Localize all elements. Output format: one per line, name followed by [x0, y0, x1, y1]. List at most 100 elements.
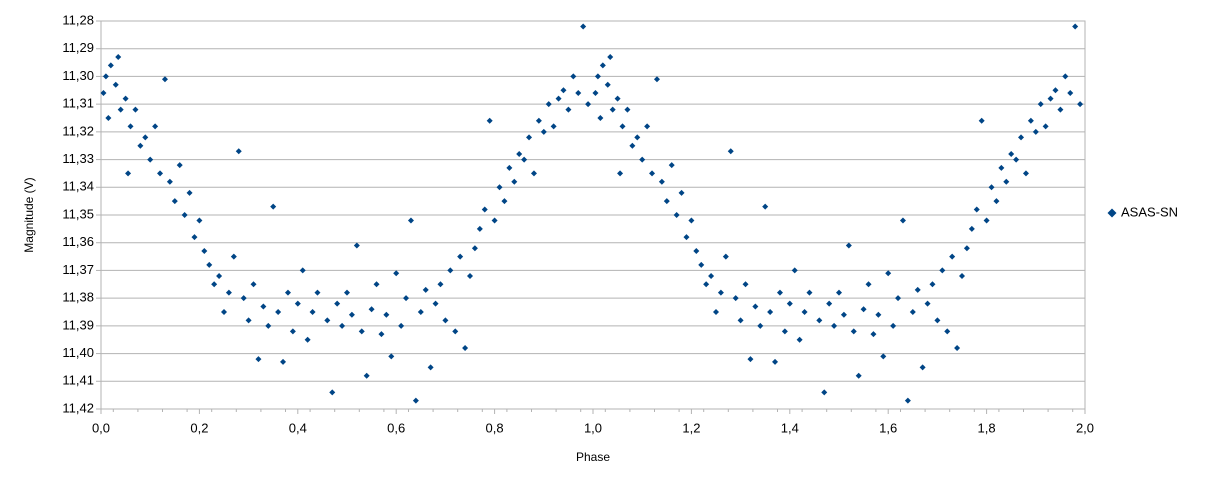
- point: [550, 123, 557, 130]
- point: [501, 198, 508, 205]
- point: [521, 156, 528, 163]
- point: [617, 170, 624, 177]
- x-tick-label: 0,4: [289, 420, 307, 435]
- x-tick-label: 0,0: [92, 420, 110, 435]
- point: [634, 134, 641, 141]
- y-tick-label: 11,36: [62, 234, 94, 249]
- point: [855, 372, 862, 379]
- point: [452, 328, 459, 335]
- point: [171, 198, 178, 205]
- point: [678, 189, 685, 196]
- point: [585, 101, 592, 108]
- point: [491, 217, 498, 224]
- point: [929, 281, 936, 288]
- y-tick-label: 11,32: [62, 123, 94, 138]
- point: [304, 336, 311, 343]
- point: [840, 311, 847, 318]
- point: [772, 358, 779, 365]
- point: [245, 317, 252, 324]
- x-tick-label: 2,0: [1076, 420, 1094, 435]
- point: [934, 317, 941, 324]
- point: [899, 217, 906, 224]
- point: [668, 162, 675, 169]
- point: [540, 128, 547, 135]
- y-tick-label: 11,33: [62, 151, 94, 166]
- point: [708, 272, 715, 279]
- point: [895, 295, 902, 302]
- y-tick-label: 11,31: [62, 96, 94, 111]
- point: [831, 322, 838, 329]
- point: [752, 303, 759, 310]
- point: [353, 242, 360, 249]
- point: [511, 178, 518, 185]
- point: [836, 289, 842, 296]
- point: [201, 248, 208, 255]
- point: [1027, 117, 1034, 124]
- point: [221, 309, 227, 315]
- point: [1008, 151, 1015, 158]
- point: [486, 117, 493, 124]
- point: [599, 62, 606, 69]
- point: [157, 170, 164, 177]
- x-axis-label: Phase: [576, 450, 610, 464]
- point: [713, 309, 719, 315]
- point: [757, 322, 764, 329]
- x-tick-label: 1,2: [682, 420, 700, 435]
- point: [329, 389, 336, 396]
- point: [988, 184, 995, 191]
- x-tick-label: 1,8: [978, 420, 996, 435]
- point: [673, 212, 680, 218]
- point: [993, 198, 1000, 205]
- point: [890, 322, 897, 329]
- point: [437, 281, 444, 288]
- point: [609, 106, 616, 113]
- point: [939, 267, 946, 274]
- point: [592, 90, 599, 97]
- point: [368, 306, 375, 313]
- point: [619, 123, 626, 130]
- point: [658, 178, 665, 185]
- point: [698, 261, 705, 268]
- x-tick-label: 0,2: [190, 420, 208, 435]
- point: [693, 248, 700, 255]
- point: [457, 253, 464, 260]
- point: [403, 295, 410, 302]
- point: [594, 73, 601, 80]
- point: [688, 217, 695, 224]
- y-tick-label: 11,40: [62, 345, 94, 360]
- point: [865, 281, 872, 288]
- point: [1042, 123, 1049, 130]
- point: [949, 253, 956, 260]
- y-tick-label: 11,34: [62, 179, 94, 194]
- point: [442, 317, 449, 324]
- point: [597, 115, 604, 121]
- point: [211, 281, 218, 288]
- point: [570, 73, 577, 80]
- point: [506, 164, 513, 171]
- point: [1072, 23, 1079, 30]
- point: [125, 170, 132, 177]
- point: [427, 364, 434, 371]
- point: [806, 289, 813, 296]
- point: [388, 353, 395, 360]
- point: [580, 23, 587, 30]
- point: [875, 311, 882, 318]
- point: [1037, 101, 1044, 108]
- y-tick-label: 11,37: [62, 262, 94, 277]
- point: [191, 234, 198, 241]
- point: [767, 309, 774, 315]
- point: [1022, 170, 1029, 177]
- point: [747, 356, 754, 363]
- point: [762, 203, 769, 210]
- point: [161, 76, 168, 83]
- point: [575, 90, 582, 97]
- point: [260, 303, 267, 310]
- point: [565, 106, 572, 113]
- point: [373, 281, 380, 288]
- point: [703, 281, 710, 288]
- point: [309, 309, 316, 315]
- point: [944, 328, 951, 335]
- point: [270, 203, 277, 210]
- point: [796, 336, 803, 343]
- y-tick-label: 11,35: [62, 206, 94, 221]
